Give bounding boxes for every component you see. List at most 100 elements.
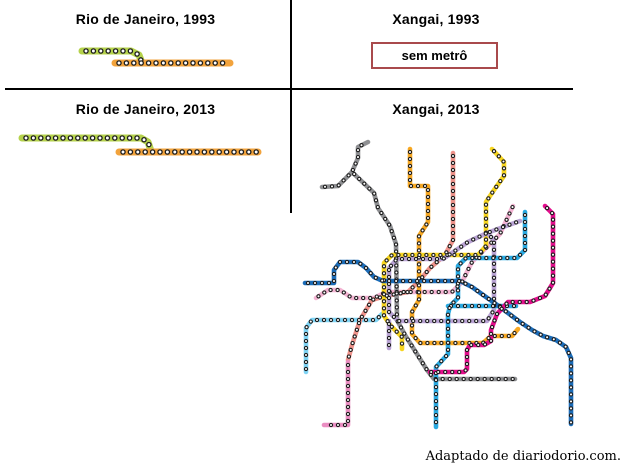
- metro-line-medium-pink-sw: [321, 359, 351, 428]
- station-dot: [408, 289, 413, 295]
- station-dot: [433, 391, 439, 397]
- station-dot: [328, 317, 334, 323]
- station-dot: [407, 177, 413, 183]
- station-dot: [490, 310, 495, 315]
- station-dot: [410, 309, 415, 314]
- station-dot: [522, 247, 528, 253]
- station-dot: [393, 258, 398, 263]
- station-dot: [482, 342, 488, 347]
- station-dot: [483, 237, 489, 242]
- station-dot: [350, 167, 356, 173]
- station-dot: [381, 313, 387, 318]
- station-dot: [434, 256, 440, 262]
- station-dot: [407, 163, 413, 169]
- station-dot: [460, 340, 465, 346]
- vertical-divider: [290, 0, 292, 213]
- station-dot: [429, 264, 434, 269]
- station-dot: [432, 340, 437, 346]
- station-dot: [568, 357, 574, 362]
- station-dot: [512, 255, 517, 261]
- station-dot: [492, 300, 497, 306]
- station-dot: [341, 290, 346, 295]
- station-dot: [394, 305, 399, 310]
- station-dot: [353, 161, 358, 166]
- station-dot: [443, 353, 449, 359]
- station-dot: [380, 278, 385, 283]
- station-dot: [549, 210, 555, 216]
- station-dot: [328, 287, 333, 293]
- station-dot: [397, 318, 402, 324]
- station-dot: [550, 266, 556, 271]
- station-dot: [391, 235, 397, 240]
- station-dot: [231, 149, 237, 155]
- station-dot: [510, 376, 515, 382]
- station-dot: [568, 364, 574, 369]
- station-dot: [322, 290, 327, 295]
- station-dot: [568, 420, 574, 425]
- station-dot: [394, 263, 399, 268]
- station-dot: [478, 249, 484, 254]
- station-dot: [304, 325, 309, 330]
- station-dot: [112, 135, 118, 141]
- station-dot: [345, 376, 351, 382]
- station-dot: [386, 278, 392, 284]
- station-dot: [345, 397, 351, 403]
- station-dot: [451, 300, 456, 305]
- station-dot: [453, 248, 458, 253]
- station-dot: [462, 303, 468, 309]
- station-dot: [491, 268, 497, 273]
- station-dot: [386, 222, 392, 227]
- station-dot: [67, 135, 74, 141]
- station-dot: [510, 204, 515, 210]
- station-dot: [496, 154, 501, 159]
- station-dot: [407, 149, 413, 155]
- station-dot: [425, 318, 430, 324]
- station-dot: [455, 295, 461, 300]
- station-dot: [441, 256, 446, 261]
- station-dot: [463, 256, 468, 261]
- station-dot: [452, 252, 457, 258]
- station-dot: [303, 352, 309, 358]
- station-dot: [352, 171, 357, 177]
- station-dot: [467, 318, 472, 324]
- station-dot: [494, 227, 499, 232]
- station-dot: [372, 191, 377, 196]
- station-dot: [303, 331, 309, 337]
- station-dot: [491, 247, 497, 252]
- station-dot: [52, 135, 59, 141]
- station-dot: [386, 288, 392, 294]
- station-dot: [524, 299, 529, 305]
- station-dot: [116, 60, 122, 66]
- station-dot: [504, 217, 509, 222]
- station-dot: [414, 278, 420, 284]
- station-dot: [544, 205, 550, 211]
- station-dot: [510, 299, 515, 305]
- station-dot: [209, 149, 215, 155]
- station-dot: [504, 301, 509, 306]
- station-dot: [422, 289, 427, 295]
- station-dot: [543, 292, 548, 297]
- station-dot: [216, 149, 222, 155]
- station-dot: [186, 149, 193, 155]
- station-dot: [461, 376, 466, 382]
- station-dot: [483, 223, 489, 228]
- station-dot: [212, 60, 218, 66]
- station-dot: [112, 48, 119, 54]
- station-dot: [145, 60, 152, 66]
- station-dot: [386, 309, 392, 315]
- station-dot: [354, 295, 359, 301]
- station-dot: [469, 284, 474, 290]
- station-dot: [522, 240, 528, 246]
- station-dot: [445, 340, 451, 345]
- station-dot: [345, 418, 351, 424]
- station-dot: [445, 347, 451, 352]
- station-dot: [433, 377, 439, 383]
- station-dot: [471, 237, 476, 242]
- station-dot: [82, 135, 88, 141]
- station-dot: [522, 233, 528, 239]
- station-dot: [494, 311, 500, 317]
- station-dot: [512, 330, 517, 336]
- station-dot: [89, 135, 96, 141]
- station-dot: [420, 256, 426, 262]
- station-dot: [520, 321, 525, 326]
